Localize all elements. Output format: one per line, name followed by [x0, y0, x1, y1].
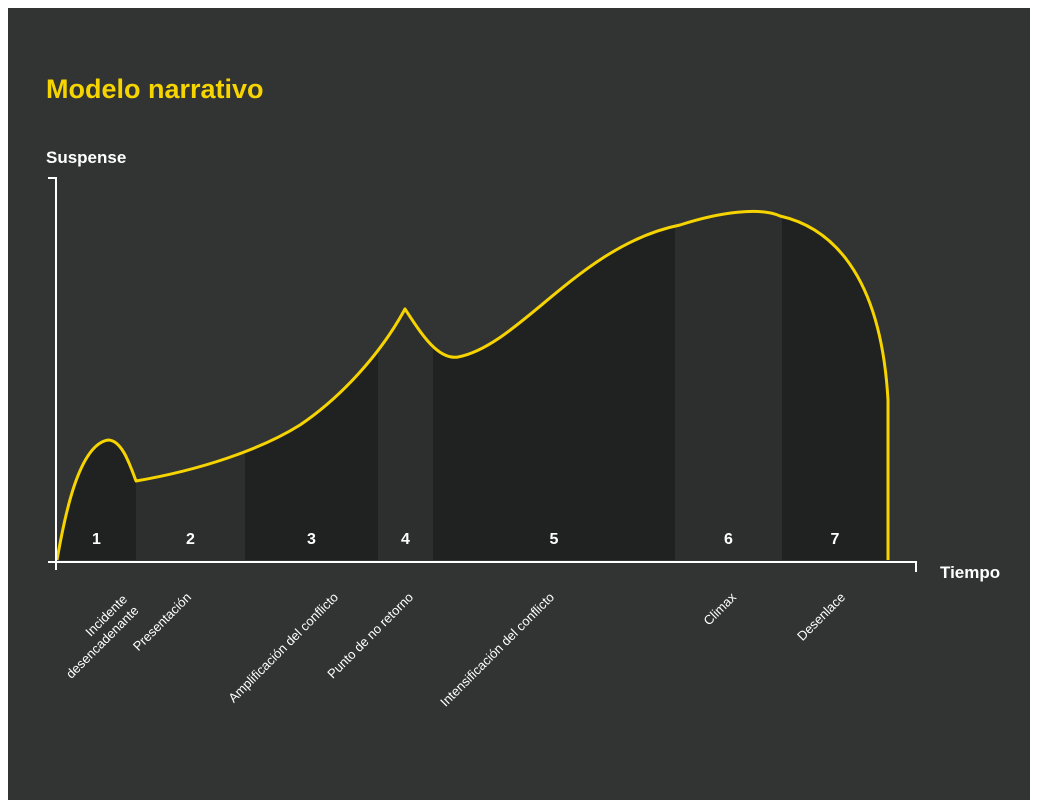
stage-label-4: Punto de no retorno	[324, 590, 416, 682]
stage-band-7	[782, 211, 888, 560]
stage-band-5	[433, 211, 675, 560]
stage-band-4	[378, 211, 433, 560]
stage-number-3: 3	[307, 531, 316, 548]
suspense-curve	[55, 209, 890, 561]
stage-band-3	[245, 211, 378, 560]
stage-label-6: Climax	[700, 589, 739, 628]
stage-number-4: 4	[401, 531, 410, 548]
diagram-title: Modelo narrativo	[46, 74, 264, 104]
stage-label-2: Presentación	[130, 590, 194, 654]
stage-numbers: 1 2 3 4 5 6 7	[92, 531, 840, 548]
stage-number-6: 6	[724, 531, 733, 548]
stage-number-1: 1	[92, 531, 101, 548]
stage-label-3: Amplificación del conflicto	[225, 590, 341, 706]
stage-number-5: 5	[550, 531, 559, 548]
stage-label-1: Incidentedesencadenante	[52, 592, 142, 682]
stage-number-7: 7	[831, 531, 840, 548]
stage-band-6	[675, 211, 782, 560]
stage-label-7: Desenlace	[794, 590, 848, 644]
stage-label-5: Intensificación del conflicto	[437, 590, 557, 710]
x-axis-label: Tiempo	[940, 563, 1001, 582]
y-axis-label: Suspense	[46, 148, 127, 167]
axes	[48, 177, 917, 572]
stage-number-2: 2	[186, 531, 195, 548]
stage-band-2	[136, 211, 245, 560]
